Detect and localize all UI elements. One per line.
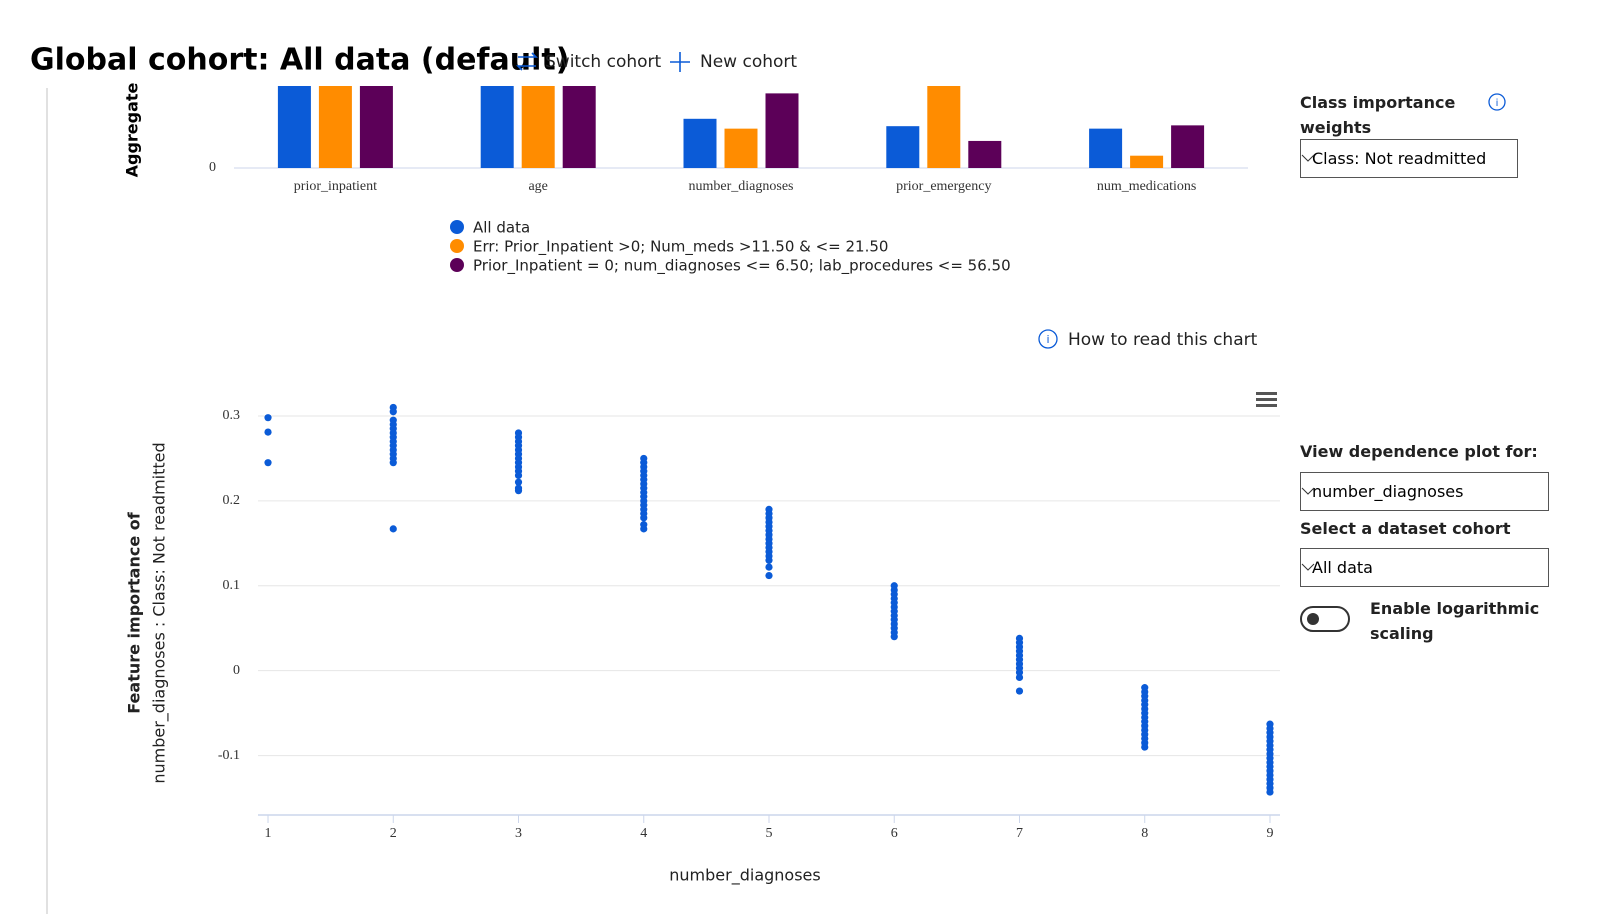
y-tick-label: -0.1 (218, 748, 240, 763)
dropdown-value: All data (1312, 558, 1373, 577)
bar (765, 93, 799, 168)
x-tick-label: 7 (1016, 826, 1023, 841)
bar (1130, 155, 1164, 168)
bar (724, 128, 758, 168)
bar (277, 86, 311, 168)
bar (1089, 128, 1123, 168)
point (765, 571, 773, 580)
point (1015, 668, 1024, 676)
point (264, 414, 272, 422)
info-glyph: i (1496, 98, 1499, 109)
x-tick-label: 4 (640, 826, 647, 841)
x-tick-label: number_diagnoses (689, 179, 794, 194)
dependence-label: View dependence plot for: (1300, 442, 1538, 461)
switch-cohort-label: Switch cohort (545, 52, 662, 72)
dropdown-value: Class: Not readmitted (1312, 149, 1487, 168)
x-tick-label: 9 (1266, 826, 1273, 841)
info-icon[interactable] (1488, 93, 1506, 111)
point (1015, 687, 1024, 695)
x-tick-label: prior_inpatient (294, 179, 377, 194)
legend-label: Prior_Inpatient = 0; num_diagnoses <= 6.… (473, 257, 1011, 276)
y-tick-label: 0.1 (223, 578, 241, 593)
bar (886, 126, 920, 168)
plus-icon (670, 52, 690, 72)
y-axis-label: number_diagnoses : Class: Not readmitted (150, 442, 170, 783)
menu-bar (1256, 398, 1277, 401)
menu-bar (1256, 404, 1277, 407)
point (389, 459, 397, 467)
bar (968, 140, 1002, 168)
y-tick-label: 0 (233, 663, 240, 678)
dropdown-value: number_diagnoses (1312, 482, 1464, 501)
dependence-dropdown[interactable]: number_diagnoses (1300, 472, 1549, 511)
chart-menu[interactable] (1256, 392, 1277, 407)
x-tick-label: 2 (390, 826, 397, 841)
new-cohort-button[interactable]: New cohort (670, 52, 797, 72)
point (514, 487, 523, 495)
bar (562, 86, 596, 168)
legend-label: All data (473, 219, 530, 237)
switch-icon (516, 52, 538, 71)
point (1141, 743, 1149, 751)
cohort-label: Select a dataset cohort (1300, 519, 1511, 538)
point (1266, 788, 1274, 796)
bar (480, 86, 514, 168)
info-glyph: i (1046, 333, 1049, 346)
point (514, 471, 523, 479)
how-to-read-label: How to read this chart (1068, 330, 1258, 350)
x-tick-label: num_medications (1097, 179, 1197, 194)
bar (683, 118, 717, 168)
point (264, 459, 272, 467)
x-axis-label: number_diagnoses (669, 866, 820, 886)
log-toggle[interactable] (1300, 606, 1350, 632)
point (890, 633, 898, 641)
bar (318, 86, 352, 168)
new-cohort-label: New cohort (700, 52, 797, 72)
legend-marker (450, 239, 464, 253)
chevron (1301, 487, 1315, 495)
menu-bar (1256, 392, 1277, 395)
point (389, 525, 397, 533)
y-axis-label: Aggregate (123, 82, 142, 177)
cohort-dropdown[interactable]: All data (1300, 548, 1549, 587)
x-tick-label: age (528, 179, 547, 194)
point (640, 525, 648, 533)
class-weights-label: Class importance weights (1300, 93, 1456, 137)
info-icon (1038, 329, 1058, 349)
x-tick-label: 3 (515, 826, 522, 841)
point (765, 563, 773, 571)
bar (359, 86, 393, 168)
point (640, 514, 648, 522)
point (389, 408, 397, 416)
legend-marker (450, 220, 464, 234)
x-tick-label: 5 (766, 826, 773, 841)
point (765, 556, 773, 564)
toggle-knob (1307, 613, 1319, 625)
how-to-read[interactable]: i How to read this chart (1038, 329, 1258, 350)
chevron (1301, 563, 1315, 571)
switch-cohort-button[interactable]: Switch cohort (516, 52, 662, 72)
point (264, 428, 272, 436)
chevron (1301, 154, 1315, 162)
x-tick-label: prior_emergency (896, 179, 991, 194)
log-toggle-label: Enable logarithmic scaling (1370, 599, 1540, 643)
class-weights-dropdown[interactable]: Class: Not readmitted (1300, 139, 1518, 178)
legend-label: Err: Prior_Inpatient >0; Num_meds >11.50… (473, 238, 888, 257)
point (1015, 673, 1024, 682)
bar (1171, 125, 1205, 168)
x-tick-label: 6 (891, 826, 898, 841)
x-tick-label: 8 (1141, 826, 1148, 841)
y-tick-label: 0.2 (223, 493, 241, 508)
y-tick-label: 0.3 (223, 408, 241, 423)
x-tick-label: 1 (265, 826, 272, 841)
legend-marker (450, 258, 464, 272)
bar (927, 86, 961, 168)
bar (521, 86, 555, 168)
page-title: Global cohort: All data (default) (30, 43, 569, 78)
y-axis-label: Feature importance of (125, 511, 144, 714)
y-tick-label: 0 (209, 160, 216, 175)
point (514, 478, 523, 486)
